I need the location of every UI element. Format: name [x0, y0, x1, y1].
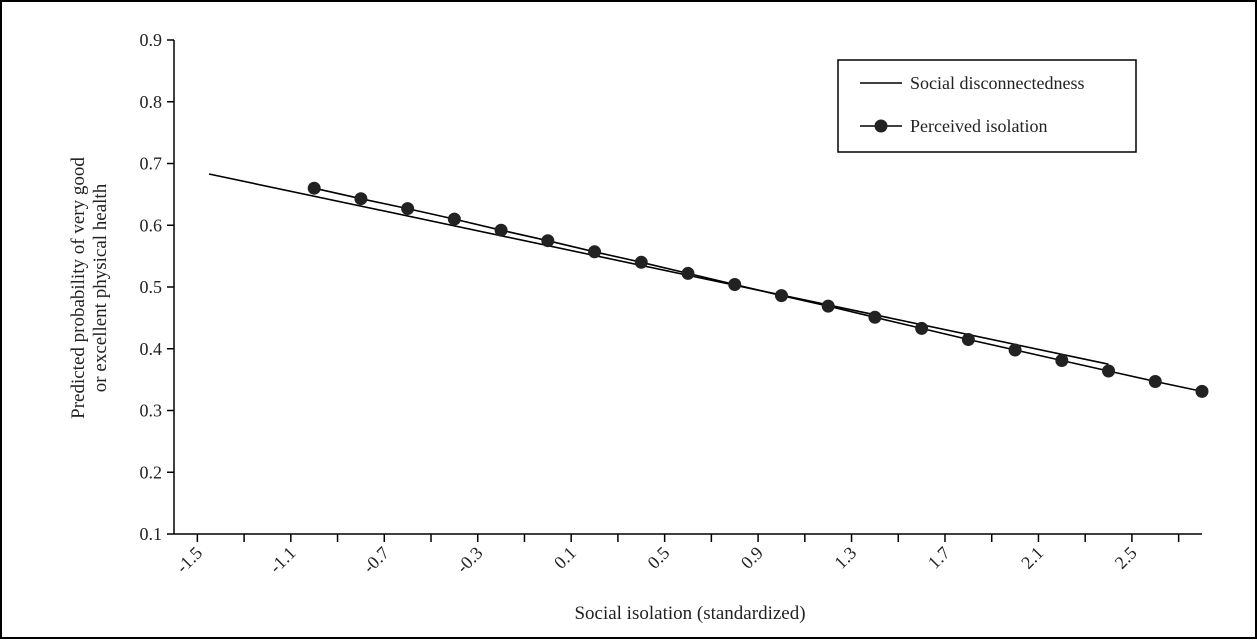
data-point	[588, 245, 602, 259]
data-point	[1055, 353, 1069, 367]
x-tick-label: 2.5	[1111, 543, 1141, 573]
x-tick-label: -0.3	[452, 543, 486, 577]
y-tick-label: 0.6	[140, 215, 163, 235]
y-tick-label: 0.8	[140, 92, 163, 112]
series-line-0	[208, 173, 1109, 365]
x-tick-label: 0.1	[550, 543, 580, 573]
data-point	[447, 212, 461, 226]
data-point	[821, 299, 835, 313]
x-tick-label: 1.3	[830, 543, 860, 573]
series-layer	[208, 173, 1209, 398]
data-point	[681, 266, 695, 280]
data-point	[728, 278, 742, 292]
data-point	[961, 332, 975, 346]
x-tick-label: -1.1	[265, 543, 299, 577]
data-point	[307, 181, 321, 195]
data-point	[1195, 384, 1209, 398]
y-tick-label: 0.2	[140, 462, 163, 482]
x-tick-label: -1.5	[172, 543, 206, 577]
x-axis-title: Social isolation (standardized)	[574, 603, 805, 624]
y-tick-label: 0.5	[140, 277, 163, 297]
y-tick-label: 0.9	[140, 30, 163, 50]
legend: Social disconnectedness Perceived isolat…	[837, 59, 1137, 153]
x-tick-label: 0.5	[643, 543, 673, 573]
data-point	[541, 234, 555, 248]
series-line-1	[314, 187, 1203, 393]
data-point	[494, 223, 508, 237]
y-tick-label: 0.4	[140, 339, 163, 359]
data-point	[354, 192, 368, 206]
legend-label-social-disconnectedness: Social disconnectedness	[910, 73, 1084, 93]
x-tick-label: 1.7	[924, 543, 954, 573]
y-axis-title-line-1: Predicted probability of very good	[68, 157, 89, 419]
data-point	[868, 310, 882, 324]
legend-box	[837, 59, 1137, 153]
data-point	[1102, 364, 1116, 378]
y-axis-title-line-2: or excellent physical health	[90, 183, 111, 392]
x-tick-label: 0.9	[737, 543, 767, 573]
data-point	[1008, 343, 1022, 357]
x-tick-label: -0.7	[359, 543, 393, 577]
y-tick-label: 0.7	[140, 154, 163, 174]
data-point	[915, 321, 929, 335]
data-point	[401, 202, 415, 216]
x-tick-label: 2.1	[1017, 543, 1047, 573]
y-tick-label: 0.1	[140, 524, 163, 544]
y-tick-label: 0.3	[140, 401, 163, 421]
legend-marker-perceived-isolation	[874, 119, 888, 133]
legend-label-perceived-isolation: Perceived isolation	[910, 116, 1047, 136]
data-point	[1148, 374, 1162, 388]
data-point	[634, 255, 648, 269]
data-point	[774, 289, 788, 303]
